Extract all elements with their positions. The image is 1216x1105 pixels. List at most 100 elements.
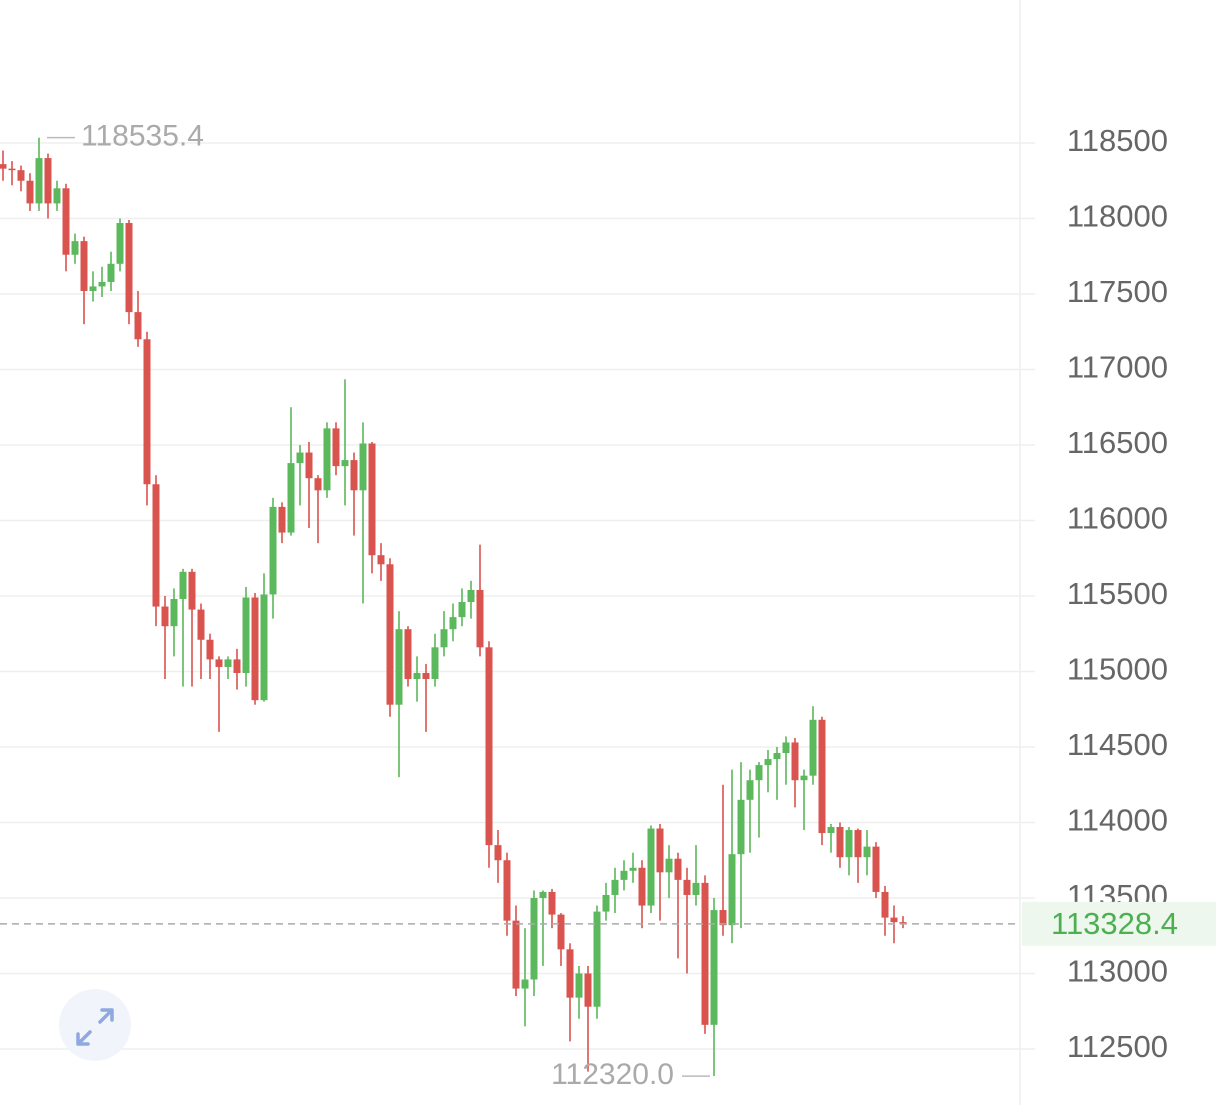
candle-body xyxy=(584,973,592,1007)
candle-body xyxy=(728,854,736,926)
candle-body xyxy=(233,659,241,673)
candle-body xyxy=(422,672,430,680)
candle-body xyxy=(224,659,232,667)
candle-body xyxy=(800,775,808,781)
candle-body xyxy=(665,858,673,873)
candle-body xyxy=(314,478,322,491)
candle-body xyxy=(161,606,169,627)
candle-body xyxy=(629,867,637,871)
candle-body xyxy=(647,828,655,906)
candle-body xyxy=(710,910,718,1025)
candle-body xyxy=(503,860,511,921)
candle-body xyxy=(377,555,385,565)
candle-body xyxy=(8,168,16,171)
candle-body xyxy=(881,891,889,918)
candle-body xyxy=(683,879,691,895)
candle-body xyxy=(818,719,826,834)
candle-body xyxy=(413,672,421,680)
candle-body xyxy=(170,599,178,627)
candle-body xyxy=(674,858,682,880)
candle-body xyxy=(809,719,817,776)
candle-body xyxy=(458,602,466,618)
candle-body xyxy=(80,241,88,291)
candle-body xyxy=(62,188,70,255)
candle-body xyxy=(872,846,880,892)
candle-body xyxy=(539,891,547,898)
candle-body xyxy=(863,846,871,858)
candle-body xyxy=(602,894,610,912)
y-tick-label: 115000 xyxy=(1067,652,1168,687)
last-price-label: 113328.4 xyxy=(1051,906,1178,941)
candle-body xyxy=(215,659,223,667)
expand-button[interactable] xyxy=(59,989,131,1061)
candle-body xyxy=(242,597,250,673)
candle-body xyxy=(431,647,439,680)
candle-body xyxy=(125,223,133,313)
candle-body xyxy=(35,158,43,204)
candle-body xyxy=(638,867,646,906)
candle-body xyxy=(476,589,484,648)
candle-body xyxy=(0,164,7,169)
candle-body xyxy=(107,263,115,282)
y-tick-label: 118000 xyxy=(1067,199,1168,234)
candle-body xyxy=(17,170,25,181)
candle-body xyxy=(296,452,304,464)
candle-body xyxy=(656,828,664,873)
candle-body xyxy=(467,589,475,603)
candle-body xyxy=(278,506,286,533)
candle-body xyxy=(620,870,628,880)
candle-body xyxy=(440,629,448,648)
min-label: 112320.0 xyxy=(551,1058,674,1091)
candle-body xyxy=(260,594,268,701)
candle-body xyxy=(593,911,601,1007)
candle-body xyxy=(305,452,313,479)
candle-body xyxy=(899,922,907,924)
candle-body xyxy=(485,647,493,846)
candle-body xyxy=(548,891,556,915)
candle-body xyxy=(386,564,394,705)
y-tick-label: 118500 xyxy=(1067,123,1168,158)
candle-body xyxy=(494,845,502,861)
candle-body xyxy=(206,639,214,660)
candle-body xyxy=(116,223,124,264)
expand-button-bg[interactable] xyxy=(59,989,131,1061)
candle-body xyxy=(890,917,898,923)
candle-body xyxy=(323,428,331,491)
candle-body xyxy=(287,463,295,533)
candle-body xyxy=(89,286,97,291)
candle-body xyxy=(152,484,160,607)
candle-body xyxy=(845,830,853,858)
candle-body xyxy=(692,882,700,895)
candle-body xyxy=(269,506,277,595)
overlay: 118535.4 112320.0 113328.4 xyxy=(0,120,1216,1091)
candles xyxy=(0,137,907,1077)
candle-body xyxy=(98,281,106,287)
max-label: 118535.4 xyxy=(81,120,204,153)
candle-body xyxy=(251,597,259,701)
candle-body xyxy=(701,882,709,1025)
y-tick-label: 115500 xyxy=(1067,576,1168,611)
candle-body xyxy=(179,571,187,600)
y-tick-label: 117000 xyxy=(1067,350,1168,385)
candle-body xyxy=(143,339,151,485)
candle-body xyxy=(737,799,745,855)
expand-icon[interactable] xyxy=(76,1008,114,1046)
candle-body xyxy=(512,920,520,989)
candle-body xyxy=(854,830,862,858)
y-tick-label: 112500 xyxy=(1067,1029,1168,1064)
y-tick-label: 117500 xyxy=(1067,274,1168,309)
candle-body xyxy=(521,979,529,989)
candle-body xyxy=(827,827,835,834)
candle-body xyxy=(530,897,538,980)
candle-body xyxy=(557,914,565,950)
candle-body xyxy=(773,753,781,760)
candle-body xyxy=(836,827,844,858)
candle-body xyxy=(449,617,457,630)
candle-body xyxy=(791,742,799,781)
candle-body xyxy=(359,443,367,491)
candle-body xyxy=(782,742,790,754)
candle-body xyxy=(575,973,583,998)
candle-body xyxy=(197,609,205,640)
